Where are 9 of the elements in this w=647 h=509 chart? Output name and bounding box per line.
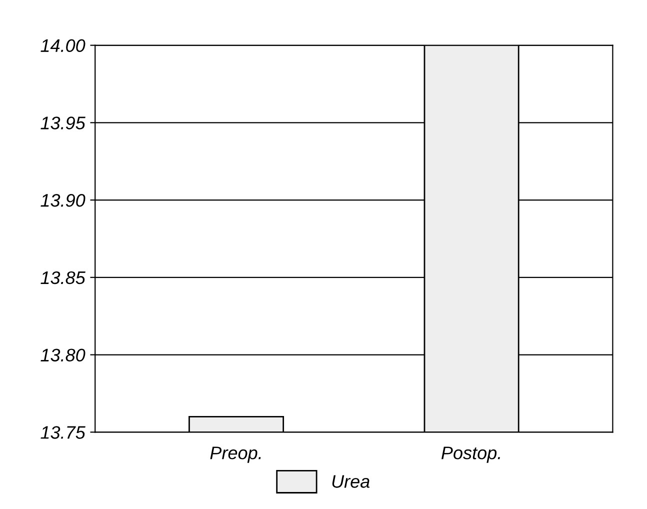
y-tick-label: 13.85 (40, 271, 86, 284)
y-tick-label: 13.95 (40, 116, 86, 130)
x-tick-label: Preop. (210, 446, 261, 463)
y-tick-label: 14.00 (40, 39, 86, 52)
legend-label: Urea (332, 475, 370, 488)
x-tick-label: Postop. (441, 446, 500, 463)
y-tick-label: 13.75 (40, 426, 86, 439)
y-tick-label: 13.80 (40, 348, 86, 362)
y-tick-label: 13.90 (40, 194, 86, 207)
